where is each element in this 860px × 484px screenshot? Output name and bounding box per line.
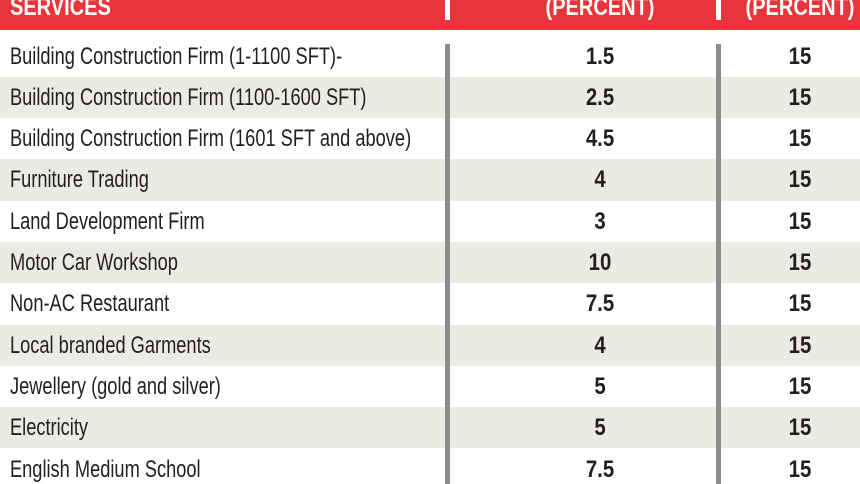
- table-cell: Motor Car Workshop: [10, 249, 178, 276]
- table-cell: 4: [594, 331, 606, 359]
- table-cell: 15: [788, 42, 812, 70]
- table-row: Building Construction Firm (1100-1600 SF…: [0, 76, 860, 119]
- table-row: Furniture Trading 4 15: [0, 159, 860, 201]
- table-cell: Furniture Trading: [10, 166, 149, 194]
- table-cell: Jewellery (gold and silver): [10, 372, 221, 400]
- table-cell: 4.5: [585, 125, 615, 153]
- table-cell: 4: [594, 166, 606, 194]
- header-divider: [716, 0, 721, 20]
- table-row: Local branded Garments 4 15: [0, 324, 860, 366]
- table-cell: Building Construction Firm (1601 SFT and…: [10, 125, 412, 153]
- table-cell: 5: [594, 414, 606, 442]
- table-cell: Building Construction Firm (1100-1600 SF…: [10, 83, 367, 111]
- header-cell: SERVICES: [10, 0, 111, 21]
- table-cell: English Medium School: [10, 455, 201, 483]
- header-cell: (PERCENT): [745, 0, 855, 21]
- header-cell: (PERCENT): [545, 0, 655, 21]
- table-cell: 15: [788, 125, 812, 153]
- header-divider: [445, 0, 450, 20]
- table-header: SERVICES (PERCENT) (PERCENT): [0, 0, 860, 30]
- table-cell: 5: [594, 372, 606, 400]
- table-cell: 1.5: [585, 42, 615, 70]
- table-cell: Electricity: [10, 414, 89, 442]
- table-row: Building Construction Firm (1601 SFT and…: [0, 118, 860, 159]
- table-row: Motor Car Workshop 10 15: [0, 242, 860, 284]
- table-cell: 7.5: [585, 455, 615, 483]
- table-cell: 15: [788, 455, 812, 483]
- table-cell: Building Construction Firm (1-1100 SFT)-: [10, 42, 343, 70]
- table-row: Jewellery (gold and silver) 5 15: [0, 366, 860, 407]
- column-divider: [716, 44, 721, 484]
- table-cell: 3: [594, 207, 606, 235]
- table-cell: 15: [788, 372, 812, 400]
- table-cell: 15: [788, 414, 812, 442]
- table-cell: 15: [788, 207, 812, 235]
- table-cell: 15: [788, 83, 812, 111]
- table-cell: 15: [788, 249, 812, 276]
- table-row: Building Construction Firm (1-1100 SFT)-…: [0, 36, 860, 77]
- table-cell: 2.5: [585, 83, 615, 111]
- table-cell: 15: [788, 166, 812, 194]
- table-cell: 10: [588, 249, 612, 276]
- table-cell: 7.5: [585, 290, 615, 318]
- table-row: Electricity 5 15: [0, 407, 860, 449]
- table-row: Land Development Firm 3 15: [0, 201, 860, 242]
- table-cell: Non-AC Restaurant: [10, 290, 170, 318]
- table-cell: Land Development Firm: [10, 207, 205, 235]
- table-row: English Medium School 7.5 15: [0, 449, 860, 484]
- table-cell: 15: [788, 331, 812, 359]
- table-cell: Local branded Garments: [10, 331, 211, 359]
- column-divider: [445, 44, 450, 484]
- table-row: Non-AC Restaurant 7.5 15: [0, 283, 860, 324]
- table-cell: 15: [788, 290, 812, 318]
